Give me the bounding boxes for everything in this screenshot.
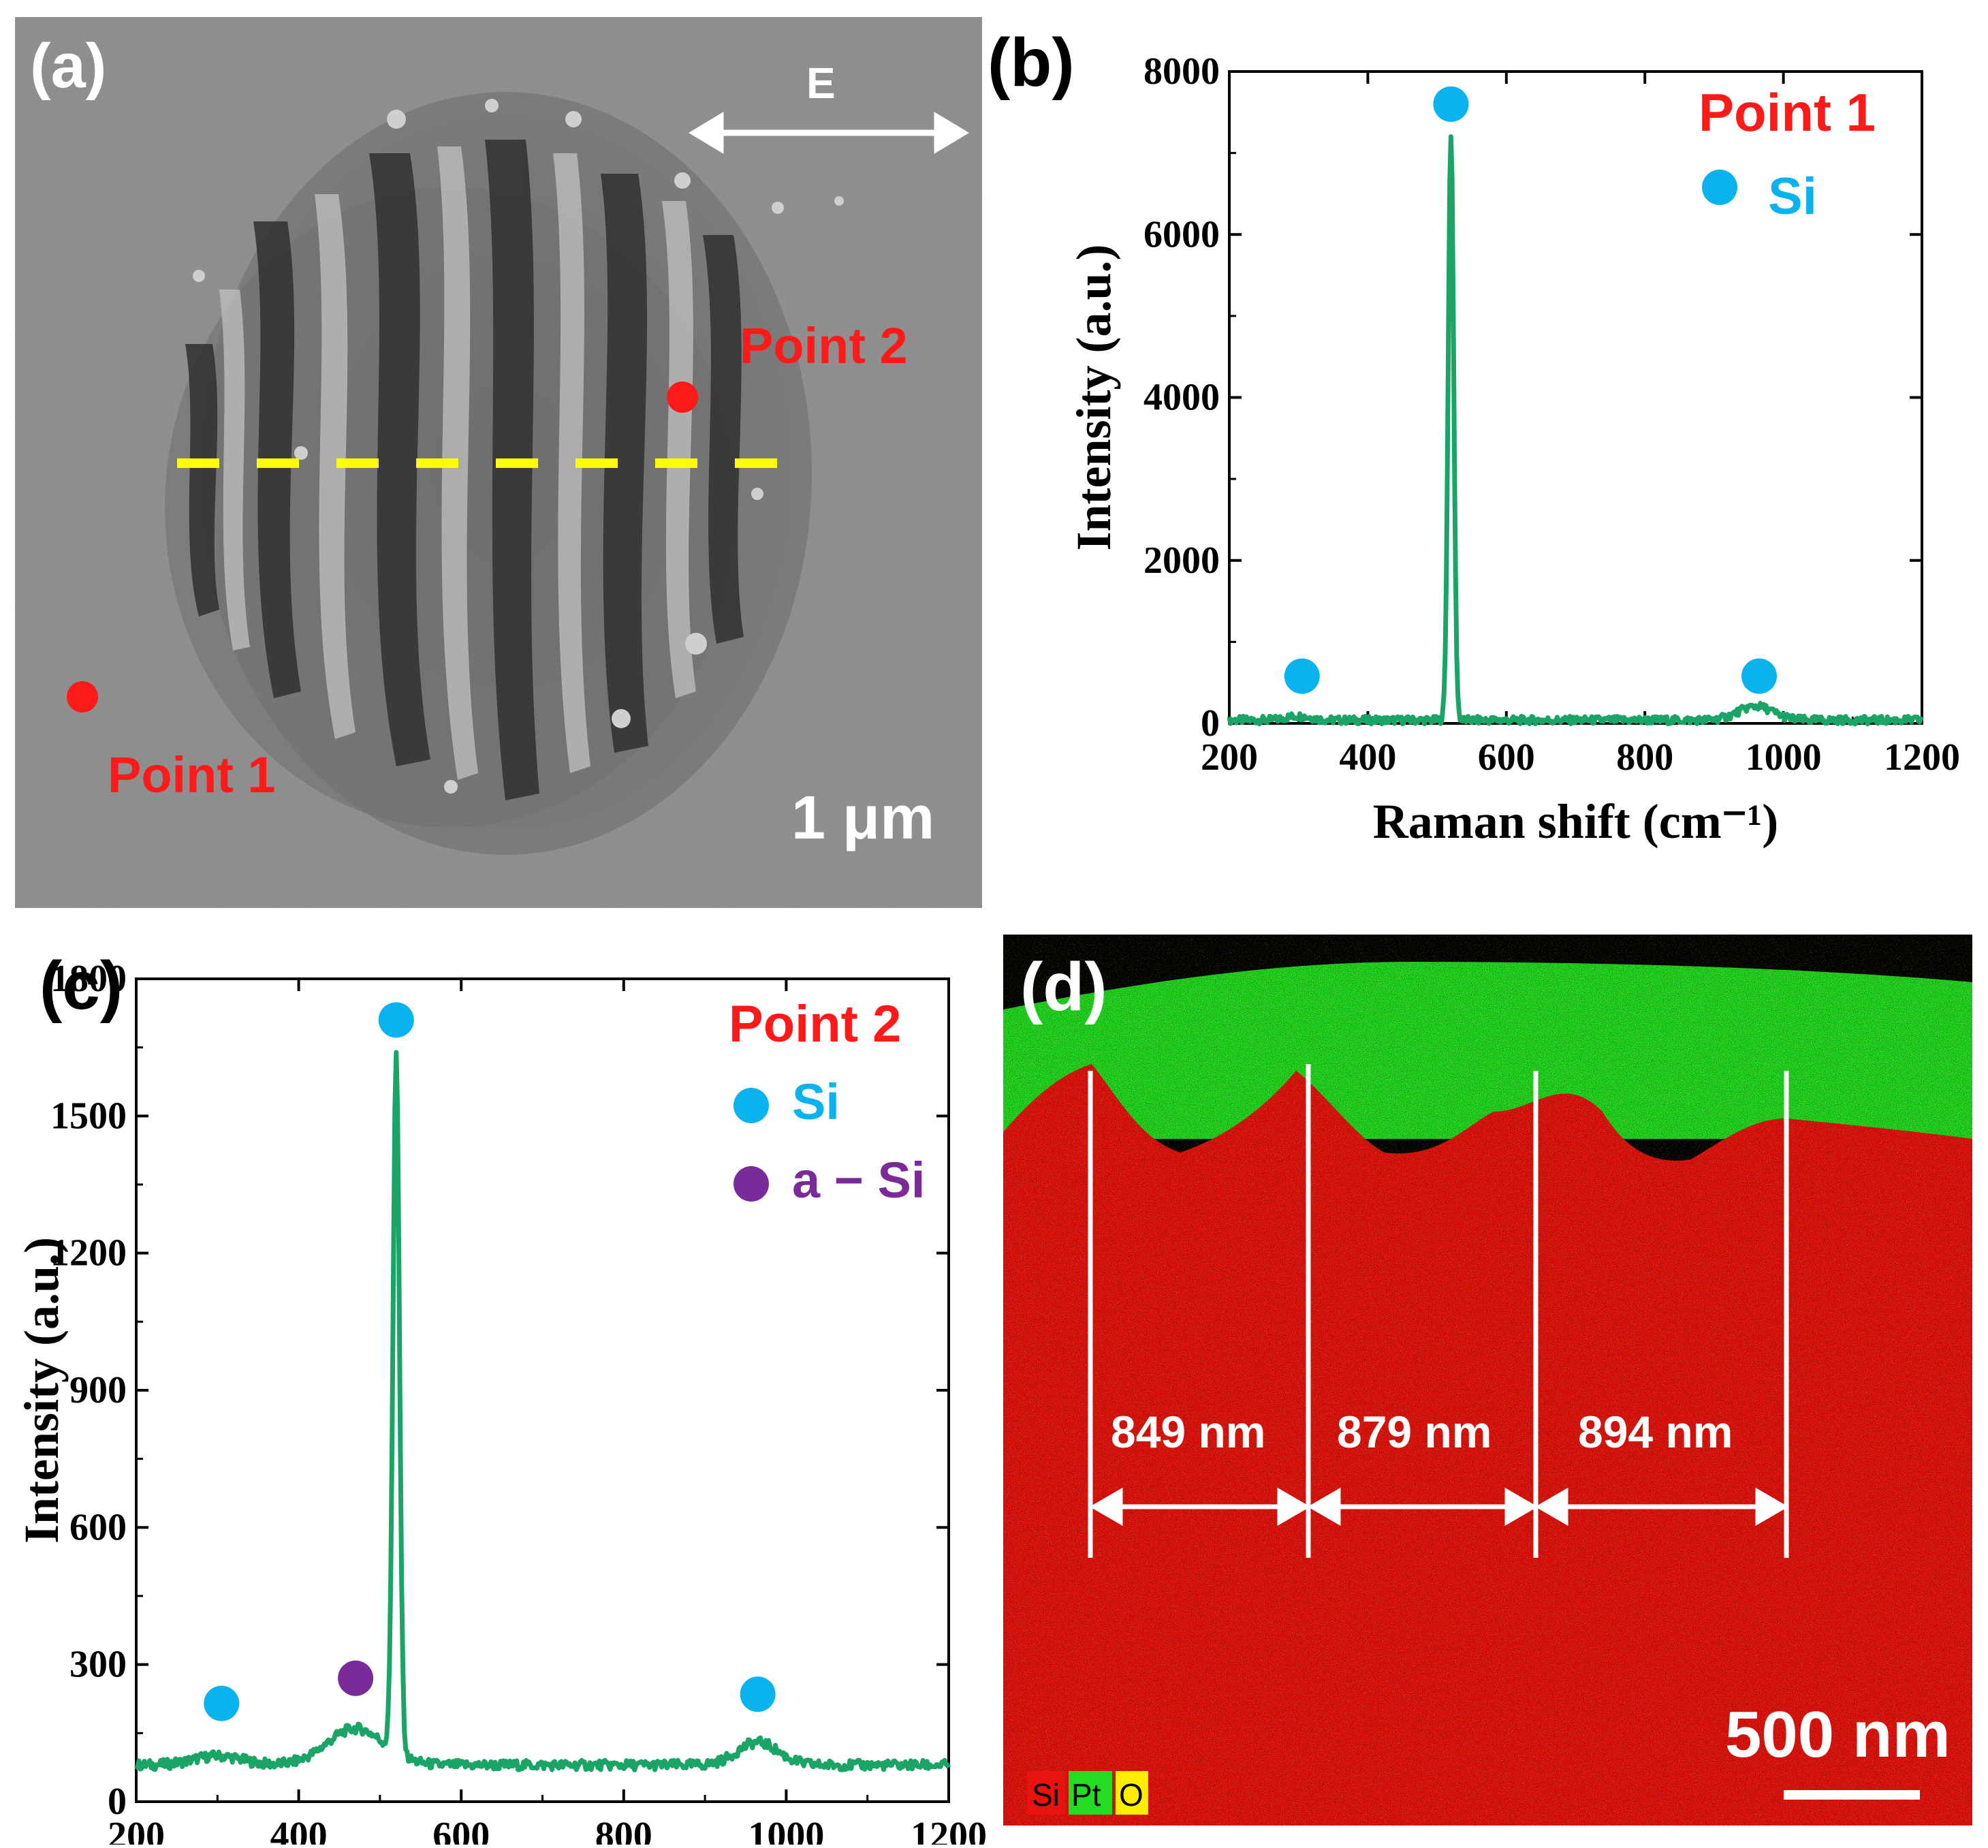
scale-bar [1784,1790,1920,1800]
si-peak-marker [204,1685,240,1721]
legend-asi-dot [733,1166,769,1202]
legend-pt-box [1069,1771,1112,1815]
legend-pt: Pt [1071,1777,1101,1813]
x-tick-label: 800 [1616,736,1673,779]
legend-point-2: Point 2 [729,995,902,1053]
ripple-ridges [219,146,696,780]
panel-a: (a) E Point 2 Point 1 1 μm [15,17,982,908]
plot-frame [1228,70,1923,725]
y-tick-label: 4000 [1143,377,1220,419]
y-tick-label: 6000 [1143,213,1220,255]
x-tick-label: 200 [1201,736,1258,779]
x-axis-label: Raman shift (cm⁻¹) [1373,794,1779,849]
panel-a-label: (a) [30,31,107,101]
panel-c: 200 400 600 800 1000 1200 0 300 600 900 1200 1500 18… [0,926,994,1848]
period-arrows [1090,1487,1788,1526]
panel-c-label: (c) [40,948,123,1024]
panel-b: 200 400 600 800 1000 1200 0 2000 4000 6000 8000 Ram… [988,14,1988,913]
si-peak-marker [1433,86,1469,122]
si-peak-marker [378,1002,414,1038]
spectrum-line [1227,134,1924,727]
y-tick-label: 0 [108,1781,127,1823]
legend-si: Si [1032,1777,1060,1813]
spectrum-line [134,1050,951,1772]
y-tick-label: 300 [69,1644,127,1686]
e-field-label: E [806,59,836,108]
y-tick-label: 900 [69,1369,127,1411]
x-tick-label: 400 [270,1815,328,1845]
x-tick-label: 1000 [748,1815,824,1845]
polarization-arrow [689,112,969,154]
point-2-label: Point 2 [740,317,908,374]
raman-chart-c: 200 400 600 800 1000 1200 0 300 600 900 1200 1500 18… [14,958,987,1848]
legend-si-label: Si [792,1074,840,1130]
legend-o: O [1119,1777,1143,1813]
raman-chart-b: 200 400 600 800 1000 1200 0 2000 4000 6000 8000 Ram… [1067,50,1960,849]
asi-peak-marker [338,1660,374,1696]
legend-si-dot [733,1088,769,1123]
y-tick-label: 600 [69,1506,127,1548]
point-2-marker [667,381,698,413]
sem-image [15,17,982,908]
ripple-grooves [185,140,744,800]
width-label-1: 849 nm [1111,1407,1266,1457]
y-axis-label: Intensity (a.u.) [14,1237,69,1544]
x-tick-label: 1000 [1746,736,1822,779]
y-tick-label: 1200 [50,1232,127,1274]
si-peak-marker [1741,658,1778,694]
x-tick-label: 200 [108,1815,165,1845]
panel-d-label: (d) [1020,949,1107,1025]
scale-bar-label: 500 nm [1725,1698,1951,1771]
panel-b-label: (b) [988,25,1075,101]
x-tick-label: 1200 [1884,736,1960,779]
eds-map [1003,935,1972,1826]
legend-asi-label: a − Si [792,1152,926,1208]
y-axis-label: Intensity (a.u.) [1067,244,1121,550]
si-peak-marker [740,1676,776,1712]
legend-o-box [1116,1771,1148,1815]
y-tick-label: 1500 [50,1095,127,1137]
point-1-label: Point 1 [108,747,276,803]
width-label-2: 879 nm [1337,1407,1492,1457]
x-tick-label: 600 [432,1815,490,1845]
x-tick-label: 800 [595,1815,652,1845]
x-tick-label: 1200 [911,1815,987,1845]
legend-si-dot [1702,170,1737,205]
y-tick-label: 1800 [50,958,127,1000]
point-1-marker [67,681,98,712]
si-peak-marker [1284,658,1320,694]
y-tick-label: 0 [1201,702,1220,745]
period-markers [1088,1064,1789,1558]
scale-bar-label: 1 μm [791,784,935,852]
x-tick-label: 600 [1478,736,1535,779]
legend-si-label: Si [1768,168,1817,225]
panel-d: (d) 849 nm 879 nm 894 nm 500 nm Si Pt O [1003,935,1972,1826]
x-tick-label: 400 [1339,736,1396,779]
y-tick-label: 8000 [1143,50,1220,93]
y-tick-label: 2000 [1143,539,1220,582]
nanoparticles [193,99,844,794]
legend-si-box [1027,1771,1065,1815]
legend-point-1: Point 1 [1699,82,1876,142]
width-label-3: 894 nm [1578,1407,1733,1457]
